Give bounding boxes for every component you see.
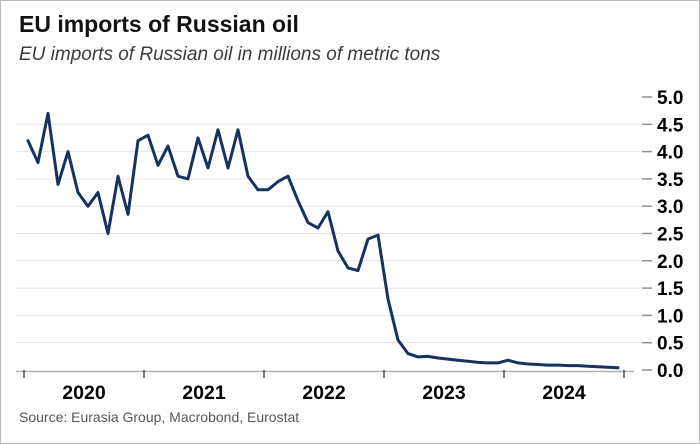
y-tick-label: 1.5 <box>657 279 684 300</box>
chart-title: EU imports of Russian oil <box>19 11 299 37</box>
chart-subtitle: EU imports of Russian oil in millions of… <box>19 44 441 65</box>
x-tick-label: 2024 <box>542 382 586 404</box>
data-line-series <box>26 111 620 370</box>
y-tick-label: 5.0 <box>657 88 683 109</box>
y-tick-label: 2.5 <box>657 225 684 246</box>
y-tick-label: 1.0 <box>657 306 683 327</box>
x-tick-label: 2020 <box>62 382 106 404</box>
y-tick-label: 4.5 <box>657 115 684 136</box>
y-tick-label: 2.0 <box>657 252 683 273</box>
x-tick-label: 2021 <box>182 382 226 404</box>
y-tick-label: 4.0 <box>657 143 683 164</box>
x-tick-label: 2022 <box>302 382 346 404</box>
y-tick-label: 0.0 <box>657 361 683 382</box>
y-tick-label: 0.5 <box>657 334 684 355</box>
y-tick-label: 3.0 <box>657 197 683 218</box>
x-tick-label: 2023 <box>422 382 466 404</box>
source-attribution: Source: Eurasia Group, Macrobond, Eurost… <box>19 409 300 425</box>
y-tick-label: 3.5 <box>657 170 684 191</box>
